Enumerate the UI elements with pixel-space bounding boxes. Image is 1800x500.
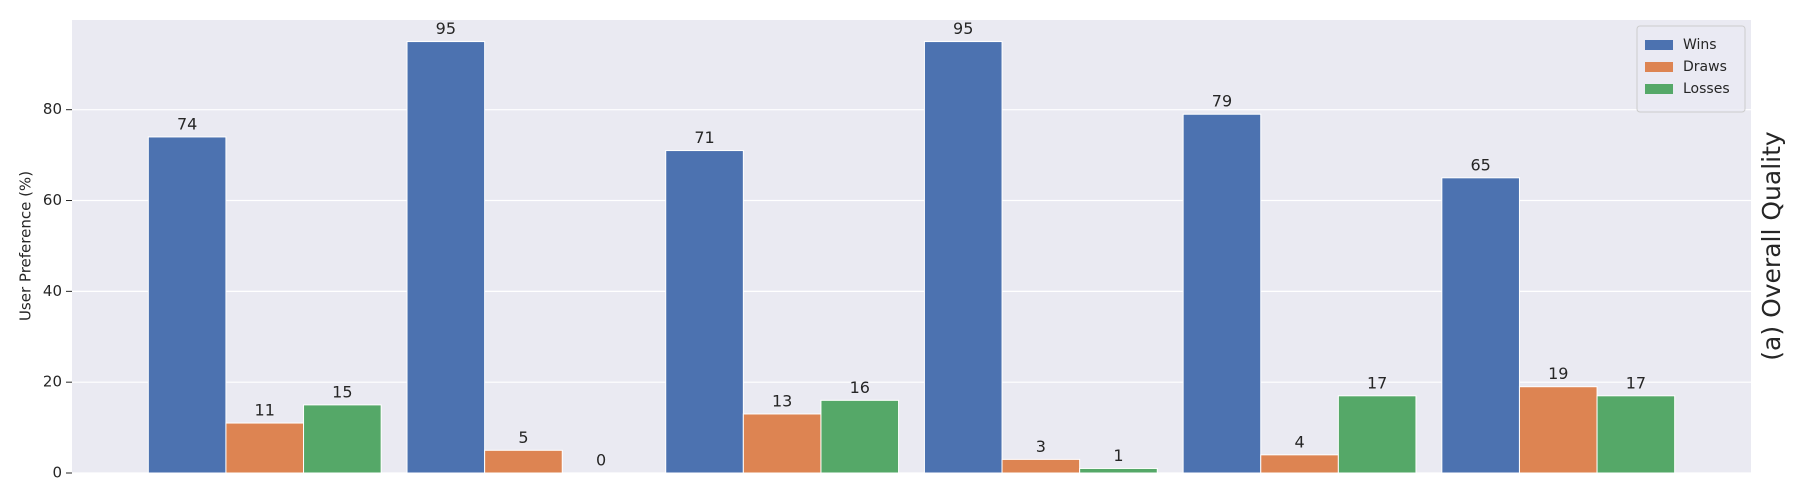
legend-label: Wins — [1683, 37, 1717, 53]
bar — [665, 150, 744, 474]
value-label: 16 — [850, 378, 870, 397]
bar — [1079, 467, 1158, 474]
value-label: 4 — [1294, 432, 1304, 451]
value-label: 3 — [1036, 437, 1046, 456]
legend: Wins Draws Losses — [1636, 25, 1746, 113]
bar — [923, 41, 1003, 474]
value-label: 15 — [332, 382, 352, 401]
value-label: 65 — [1470, 155, 1490, 174]
bar — [1441, 177, 1520, 474]
legend-swatch — [1645, 84, 1673, 94]
value-label: 95 — [953, 19, 973, 38]
bar — [1182, 113, 1262, 474]
legend-label: Losses — [1683, 81, 1730, 97]
bar — [406, 41, 486, 474]
value-label: 79 — [1212, 92, 1232, 111]
value-label: 95 — [436, 19, 456, 38]
bar — [484, 449, 563, 474]
side-title: (a) Overall Quality — [1757, 131, 1786, 361]
value-label: 0 — [596, 451, 606, 470]
legend-label: Draws — [1683, 59, 1727, 75]
bar — [1518, 386, 1598, 474]
legend-swatch — [1645, 62, 1673, 72]
bar — [742, 413, 822, 474]
bar — [1596, 395, 1676, 474]
bar — [1260, 454, 1339, 474]
bar — [1001, 458, 1081, 474]
y-tick-label: 80 — [43, 100, 62, 118]
legend-swatch — [1645, 40, 1673, 50]
bar — [147, 136, 227, 474]
y-tick-label: 40 — [43, 282, 62, 300]
value-label: 11 — [255, 401, 275, 420]
y-tick-label: 60 — [43, 191, 62, 209]
value-label: 19 — [1548, 364, 1568, 383]
bar — [225, 422, 305, 474]
bar — [1337, 395, 1417, 474]
bar — [820, 399, 900, 474]
value-label: 13 — [772, 391, 792, 410]
value-label: 74 — [177, 114, 197, 133]
y-axis-label: User Preference (%) — [17, 171, 35, 321]
y-tick-label: 0 — [52, 464, 62, 482]
value-label: 71 — [694, 128, 714, 147]
y-tick-label: 20 — [43, 373, 62, 391]
value-label: 1 — [1113, 446, 1123, 465]
value-label: 5 — [518, 428, 528, 447]
value-label: 17 — [1367, 373, 1387, 392]
bar — [303, 404, 382, 474]
value-label: 17 — [1626, 373, 1646, 392]
